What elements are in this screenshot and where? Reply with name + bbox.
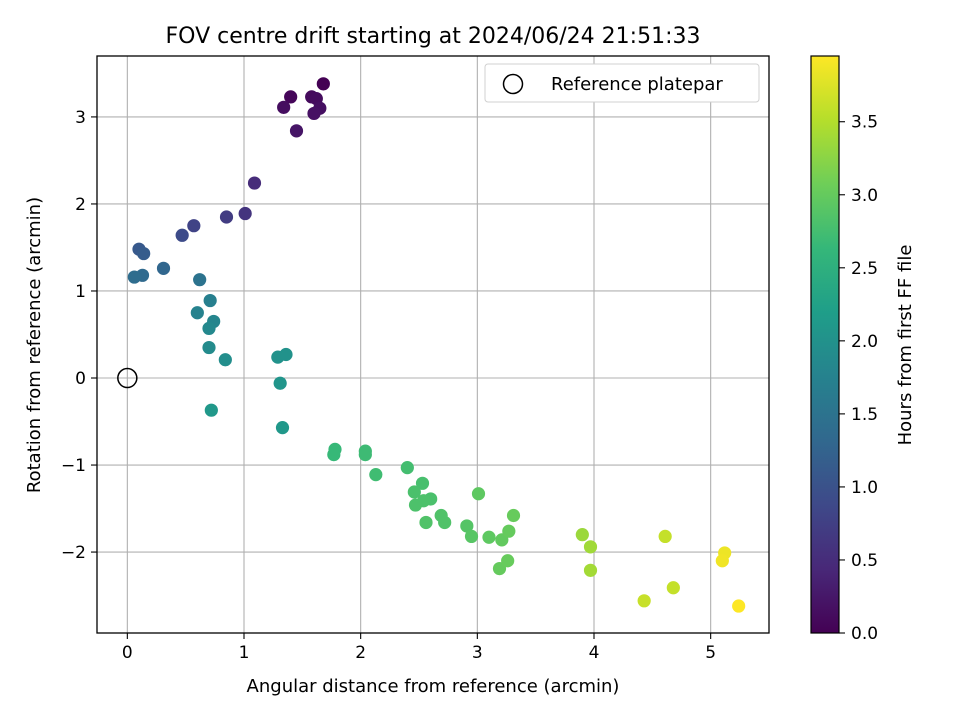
data-point — [204, 403, 218, 417]
data-point — [369, 468, 383, 482]
data-point — [277, 100, 291, 114]
colorbar-tick-label: 0.5 — [851, 551, 878, 571]
data-point — [419, 515, 433, 530]
y-axis-ticks: −2 −1 0 1 2 3 — [61, 108, 97, 563]
data-point — [502, 524, 516, 538]
colorbar-label: Hours from first FF file — [895, 245, 916, 446]
data-point — [307, 106, 321, 121]
data-point — [279, 347, 293, 362]
data-point — [358, 447, 372, 462]
colorbar-gradient — [810, 55, 840, 634]
data-point — [247, 176, 262, 190]
data-point — [732, 599, 746, 613]
y-tick-label: 3 — [75, 108, 86, 128]
data-point — [202, 321, 216, 335]
y-tick-label: −2 — [61, 543, 86, 563]
data-point — [715, 554, 729, 568]
data-points — [127, 77, 746, 613]
data-point — [658, 529, 672, 543]
colorbar-tick-label: 1.0 — [851, 478, 878, 498]
data-point — [438, 515, 452, 530]
x-tick-label: 0 — [122, 643, 133, 663]
data-point — [415, 476, 430, 490]
data-point — [284, 90, 298, 104]
x-tick-label: 3 — [472, 643, 483, 663]
data-point — [482, 530, 496, 544]
x-tick-label: 4 — [589, 643, 600, 663]
data-point — [273, 376, 287, 390]
data-point — [583, 540, 598, 554]
data-point — [175, 228, 189, 242]
data-point — [190, 306, 204, 320]
colorbar-tick-label: 0.0 — [851, 624, 878, 644]
colorbar-tick-label: 1.5 — [851, 405, 878, 425]
data-point — [218, 353, 232, 367]
data-point — [156, 261, 171, 275]
y-axis-label: Rotation from reference (arcmin) — [24, 197, 45, 493]
colorbar-tick-label: 3.0 — [851, 186, 878, 206]
legend-marker-icon — [502, 73, 524, 95]
legend: Reference platepar — [484, 63, 760, 103]
data-point — [460, 519, 474, 533]
data-point — [316, 77, 330, 91]
chart-title: FOV centre drift starting at 2024/06/24 … — [166, 24, 701, 49]
data-point — [408, 498, 423, 512]
y-tick-label: −1 — [61, 456, 86, 476]
data-point — [327, 447, 341, 462]
legend-entry: Reference platepar — [551, 74, 723, 95]
data-point — [501, 554, 515, 568]
x-axis-ticks: 0 1 2 3 4 5 — [122, 633, 716, 663]
legend-box — [484, 63, 760, 103]
x-axis-label: Angular distance from reference (arcmin) — [247, 676, 620, 697]
data-point — [202, 340, 216, 355]
data-point — [193, 273, 207, 287]
x-tick-label: 1 — [239, 643, 250, 663]
y-tick-label: 0 — [75, 369, 86, 389]
data-point — [575, 528, 589, 542]
y-tick-label: 2 — [75, 195, 86, 215]
data-point — [407, 485, 421, 499]
data-point — [203, 293, 217, 308]
colorbar-tick-label: 2.5 — [851, 259, 878, 279]
data-point — [400, 461, 414, 475]
y-tick-label: 1 — [75, 282, 86, 302]
data-point — [219, 210, 234, 224]
colorbar-ticks: 0.0 0.5 1.0 1.5 2.0 2.5 3.0 3.5 — [839, 113, 878, 644]
data-point — [238, 206, 252, 221]
colorbar-tick-label: 2.0 — [851, 332, 878, 352]
x-tick-label: 5 — [705, 643, 716, 663]
data-point — [289, 124, 304, 138]
data-point — [275, 421, 290, 435]
data-point — [137, 246, 151, 261]
plot-frame — [96, 55, 770, 634]
colorbar: 0.0 0.5 1.0 1.5 2.0 2.5 3.0 3.5 Hours from firs… — [810, 55, 916, 644]
data-point — [187, 219, 201, 233]
grid-lines — [97, 56, 769, 633]
data-point — [637, 594, 651, 608]
data-point — [666, 581, 680, 595]
data-point — [127, 270, 141, 284]
reference-point-marker — [117, 367, 138, 389]
data-point — [464, 529, 479, 543]
data-point — [506, 508, 521, 523]
data-point — [583, 563, 598, 577]
data-point — [471, 487, 486, 501]
colorbar-tick-label: 3.5 — [851, 113, 878, 133]
x-tick-label: 2 — [355, 643, 366, 663]
data-point — [492, 561, 507, 576]
